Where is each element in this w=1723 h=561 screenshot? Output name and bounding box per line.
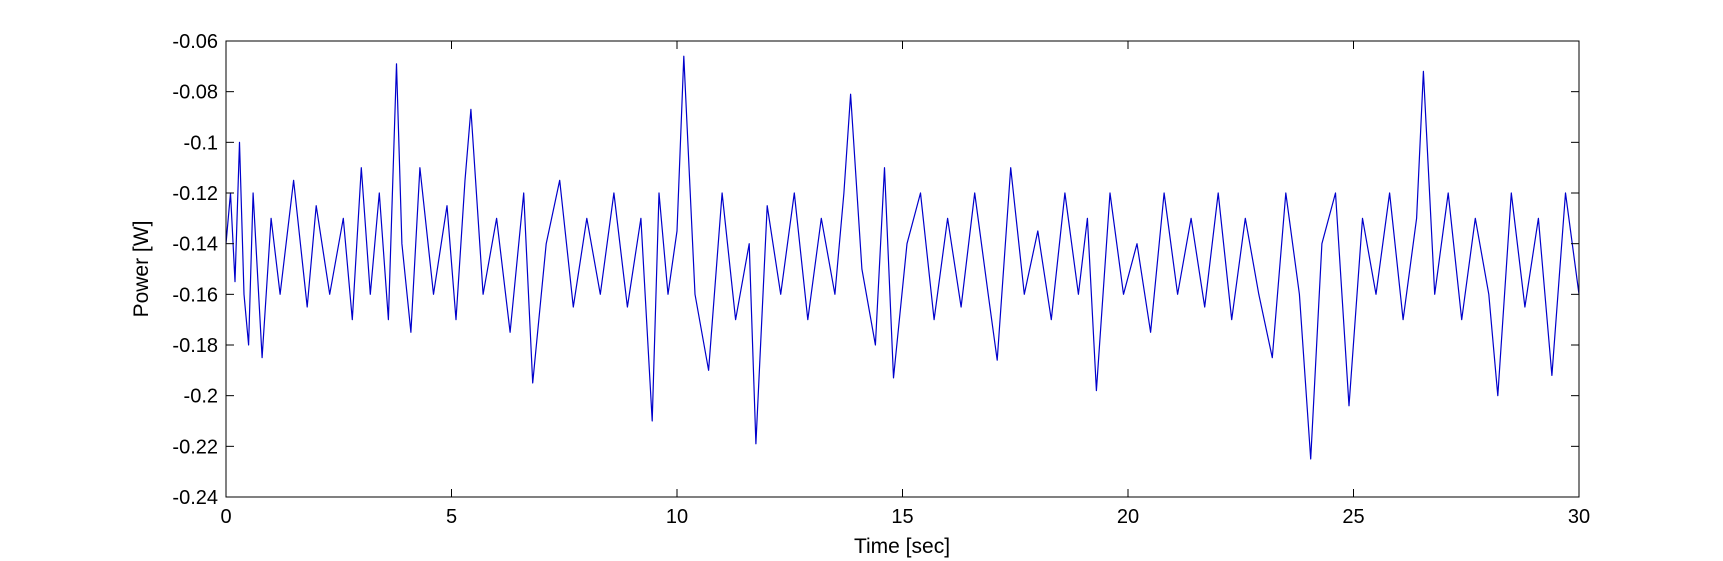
y-axis: -0.06 -0.08 -0.1 -0.12 -0.14 -0.16 -0.18 -0.2 -0… (172, 31, 1579, 509)
plot-background (226, 41, 1579, 497)
x-tick-label: 25 (1342, 506, 1364, 528)
series-line (225, 55, 1580, 460)
y-tick-label: -0.22 (172, 436, 218, 458)
y-tick-label: -0.16 (172, 284, 218, 306)
y-tick-label: -0.18 (172, 335, 218, 357)
x-axis: 0 5 10 15 20 25 30 (220, 41, 1590, 528)
y-tick-label: -0.12 (172, 183, 218, 205)
y-tick-label: -0.06 (172, 31, 218, 53)
x-tick-label: 30 (1568, 506, 1590, 528)
y-tick-label: -0.1 (184, 132, 218, 154)
y-tick-label: -0.2 (184, 386, 218, 408)
x-tick-label: 15 (891, 506, 913, 528)
x-tick-label: 0 (220, 506, 231, 528)
x-tick-label: 20 (1117, 506, 1139, 528)
y-tick-label: -0.08 (172, 82, 218, 104)
x-axis-label: Time [sec] (854, 535, 950, 558)
y-axis-label: Power [W] (130, 221, 153, 318)
series-layer (225, 55, 1580, 460)
x-tick-label: 10 (666, 506, 688, 528)
y-tick-label: -0.24 (172, 487, 218, 509)
x-tick-label: 5 (446, 506, 457, 528)
y-tick-label: -0.14 (172, 234, 218, 256)
